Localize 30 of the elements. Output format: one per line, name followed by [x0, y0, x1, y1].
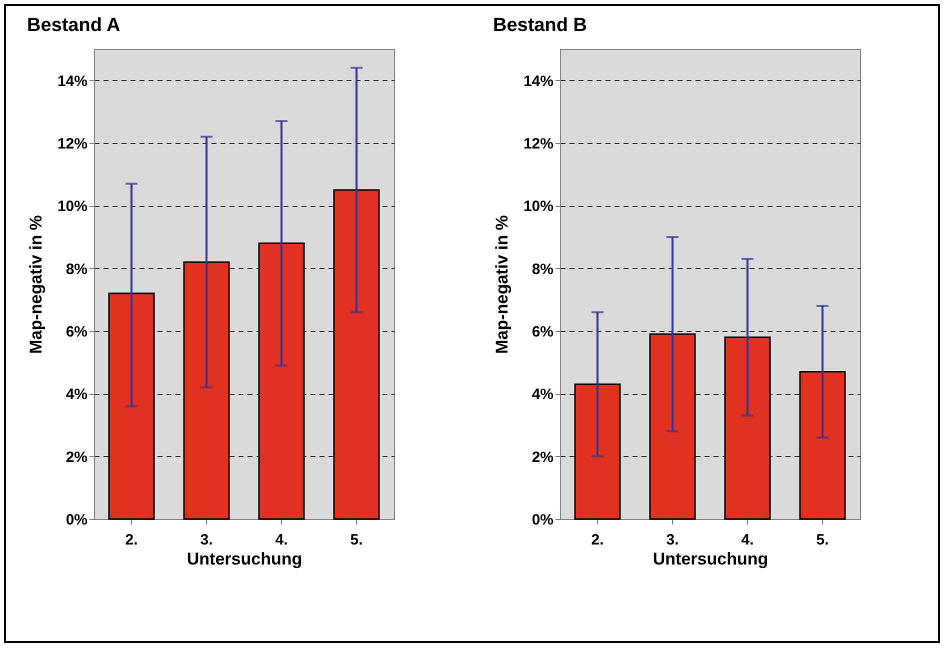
x-axis-title: Untersuchung	[186, 550, 302, 568]
y-tick-label: 10%	[57, 198, 88, 216]
y-tick-label: 4%	[532, 386, 554, 404]
y-tick-label: 8%	[532, 260, 554, 278]
x-tick-label: 2.	[125, 532, 138, 548]
y-tick-label: 4%	[66, 386, 88, 404]
y-tick-label: 2%	[66, 448, 88, 466]
y-tick-label: 0%	[66, 512, 88, 528]
chart-title: Bestand A	[26, 15, 121, 36]
x-tick-label: 4.	[741, 532, 754, 548]
x-tick-label: 3.	[666, 532, 679, 548]
y-tick-label: 14%	[523, 72, 554, 90]
y-axis-title: Map-negativ in %	[492, 215, 512, 354]
x-tick-label: 3.	[200, 532, 213, 548]
x-tick-label: 5.	[350, 532, 363, 548]
y-tick-label: 10%	[523, 198, 554, 216]
y-tick-label: 12%	[523, 136, 554, 152]
chart-title: Bestand B	[492, 15, 587, 36]
y-tick-label: 6%	[532, 324, 554, 340]
y-axis-title: Map-negativ in %	[26, 215, 46, 354]
x-tick-label: 2.	[591, 532, 604, 548]
x-axis-title: Untersuchung	[652, 550, 768, 568]
y-tick-label: 2%	[532, 448, 554, 466]
y-tick-label: 12%	[57, 136, 88, 152]
y-tick-label: 8%	[66, 260, 88, 278]
y-tick-label: 6%	[66, 324, 88, 340]
x-tick-label: 5.	[816, 532, 829, 548]
y-tick-label: 0%	[532, 512, 554, 528]
y-tick-label: 14%	[57, 72, 88, 90]
x-tick-label: 4.	[275, 532, 288, 548]
